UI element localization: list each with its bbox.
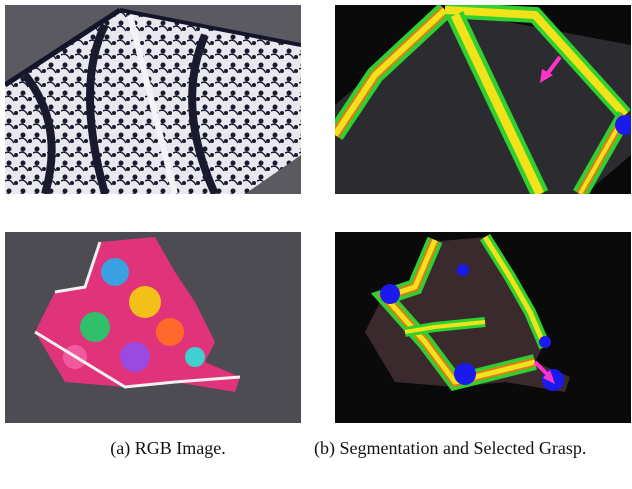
segmentation-crumpled-towel: [335, 232, 631, 423]
caption-segmentation-grasp: (b) Segmentation and Selected Grasp.: [314, 438, 587, 458]
segmentation-towel: [335, 5, 631, 194]
caption-rgb-image: (a) RGB Image.: [110, 438, 226, 458]
rgb-image-crumpled-towel: [5, 232, 301, 423]
rgb-image-towel: [5, 5, 301, 194]
